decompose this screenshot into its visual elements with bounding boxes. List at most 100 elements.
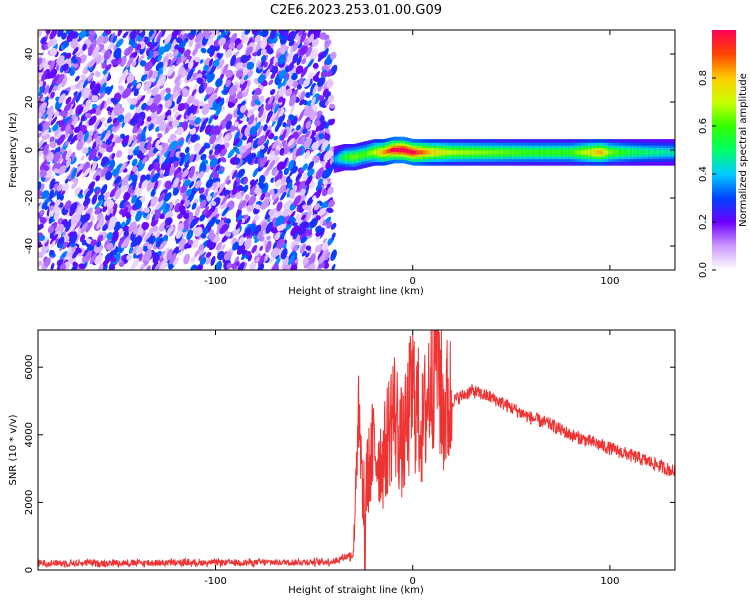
spectrogram-ridge-cell	[609, 150, 613, 155]
spectrogram-noise-cell	[225, 69, 234, 79]
spectrogram-noise-cell	[80, 74, 87, 80]
spectrogram-noise-cell	[322, 238, 328, 244]
spectrogram-ridge-cell	[629, 150, 632, 155]
spectrogram-noise-cell	[276, 238, 285, 249]
spectrogram-noise-cell	[140, 174, 145, 180]
snr-y-tick-label: 0	[24, 567, 35, 573]
spectrogram-noise-cell	[148, 44, 155, 52]
spectrogram-noise-cell	[249, 126, 258, 136]
spectrogram-noise-cell	[76, 169, 83, 178]
spectrogram-noise-cell	[115, 38, 124, 48]
spectrogram-ridge-cell	[437, 150, 440, 155]
spectrogram-noise-cell	[295, 65, 304, 75]
spectrogram-noise-cell	[190, 133, 198, 143]
spectrogram-ridge-cell	[568, 150, 571, 155]
spectrogram-noise-cell	[83, 131, 89, 142]
spectrogram-noise-cell	[145, 105, 150, 111]
spectrogram-noise-cell	[292, 244, 298, 253]
spectrogram-noise-cell	[50, 262, 55, 270]
spectrogram-ridge-cell	[547, 150, 551, 155]
spectrogram-noise-cell	[49, 60, 56, 71]
spectrogram-noise-cell	[188, 112, 194, 121]
spectrogram-noise-cell	[167, 64, 175, 77]
spectrogram-noise-cell	[151, 172, 161, 183]
spectrogram-noise-cell	[233, 226, 240, 236]
spectrogram-noise-cell	[88, 58, 97, 68]
spectrogram-noise-cell	[136, 35, 142, 42]
spectrogram-noise-cell	[224, 175, 230, 184]
spectrogram-noise-cell	[73, 126, 81, 134]
spectrogram-noise-cell	[209, 32, 216, 40]
spectrogram-noise-cell	[265, 68, 271, 78]
spectrogram-noise-cell	[297, 126, 305, 137]
spectrogram-noise-cell	[122, 31, 129, 39]
spectrogram-noise-cell	[302, 78, 311, 88]
spectrogram-noise-cell	[164, 99, 173, 109]
spectrogram-ridge-cell	[479, 150, 483, 155]
spectrogram-noise-cell	[189, 218, 197, 229]
spectrogram-noise-cell	[156, 115, 164, 126]
spectrogram-ridge-cell	[561, 150, 565, 155]
spectrogram-ridge-cell	[553, 150, 556, 155]
spectrogram-noise-cell	[149, 103, 158, 113]
snr-y-ticks: 0 2000 4000 6000	[24, 354, 675, 573]
spectrogram-noise-cell	[104, 191, 110, 201]
spectrogram-noise-cell	[88, 115, 97, 126]
spectrogram-noise-cell	[42, 127, 49, 137]
spectrogram-ridge-cell	[442, 150, 446, 155]
spectrogram-ridge-cell	[497, 150, 501, 155]
spectrogram-noise-cell	[210, 255, 216, 266]
spectrogram-noise-cell	[301, 58, 307, 65]
spectrogram-noise-cell	[46, 30, 51, 35]
colorbar-tick-label: 0.8	[698, 70, 709, 86]
spectrogram-ridge-cell	[486, 150, 490, 155]
spectrogram-ridge-cell	[638, 150, 642, 155]
spectrogram-ridge-cell	[608, 150, 611, 155]
spectrogram-noise-cell	[280, 191, 287, 201]
spectrogram-ridge-cell	[398, 147, 402, 153]
spectrogram-noise-cell	[298, 109, 306, 121]
colorbar-label: Normalized spectral amplitude	[738, 73, 749, 227]
spectrogram-noise-cell	[317, 76, 326, 87]
spectrogram-noise-cell	[189, 127, 197, 136]
spectrogram-noise-cell	[237, 185, 244, 192]
spectrogram-ridge-cell	[450, 150, 454, 155]
spectrogram-noise-cell	[82, 147, 89, 154]
spectrogram-ridge-cell	[565, 150, 569, 155]
spectrogram-noise-cell	[146, 116, 152, 122]
spectrogram-noise-cell	[44, 96, 49, 103]
spectrogram-noise-cell	[322, 179, 328, 185]
spectrogram-ridge-cell	[377, 150, 381, 155]
spectrogram-noise-cell	[185, 199, 190, 206]
spectrogram-noise-cell	[281, 76, 288, 88]
spectrogram-noise-cell	[184, 243, 188, 250]
spectrogram-noise-cell	[231, 157, 238, 165]
spectrogram-ridge-cell	[510, 150, 513, 155]
spectrogram-ridge-cell	[466, 150, 469, 155]
spectrogram-x-tick-label: -100	[204, 276, 227, 287]
spectrogram-noise-cell	[117, 107, 125, 116]
spectrogram-ridge-cell	[500, 150, 504, 155]
spectrogram-noise-cell	[113, 176, 122, 185]
spectrogram-noise-cell	[58, 118, 67, 128]
spectrogram-noise-cell	[204, 33, 210, 40]
spectrogram-noise-cell	[130, 236, 139, 248]
spectrogram-ridge-cell	[348, 155, 352, 160]
spectrogram-noise-cell	[104, 86, 111, 94]
spectrogram-noise-cell	[117, 30, 123, 37]
spectrogram-noise-cell	[286, 264, 291, 270]
spectrogram-noise-cell	[219, 183, 225, 190]
spectrogram-x-axis-label: Height of straight line (km)	[288, 286, 424, 297]
spectrogram-noise-cell	[194, 226, 203, 237]
spectrogram-noise-cell	[288, 114, 295, 121]
spectrogram-noise-cell	[265, 221, 273, 234]
spectrogram-ridge-cell	[649, 150, 653, 155]
spectrogram-ridge-cell	[602, 150, 606, 155]
spectrogram-noise-cell	[200, 153, 207, 161]
spectrogram-noise-cell	[180, 184, 188, 194]
snr-x-tick-label: -100	[204, 576, 227, 587]
spectrogram-noise-cell	[70, 39, 79, 49]
spectrogram-noise-cell	[227, 148, 236, 159]
spectrogram-noise-cell	[112, 35, 118, 44]
spectrogram-noise-cell	[257, 263, 265, 270]
